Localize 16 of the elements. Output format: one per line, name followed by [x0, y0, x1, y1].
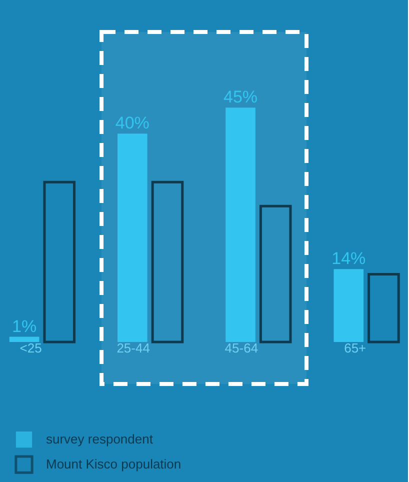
- bar: [9, 336, 40, 342]
- bar: [43, 180, 76, 344]
- x-tick-label: <25: [20, 340, 42, 356]
- data-label: 1%: [12, 316, 37, 336]
- bar: [368, 273, 400, 344]
- bar: [226, 108, 256, 342]
- data-label: 14%: [332, 249, 366, 268]
- bar: [118, 134, 148, 342]
- bar: [151, 180, 184, 344]
- bar: [259, 204, 292, 344]
- legend-label: survey respondent: [46, 432, 154, 446]
- x-tick-label: 65+: [344, 340, 366, 356]
- bar: [334, 269, 364, 342]
- legend-label: Mount Kisco population: [46, 456, 182, 472]
- x-tick-label: 45-64: [224, 340, 258, 356]
- x-tick-label: 25-44: [116, 340, 150, 356]
